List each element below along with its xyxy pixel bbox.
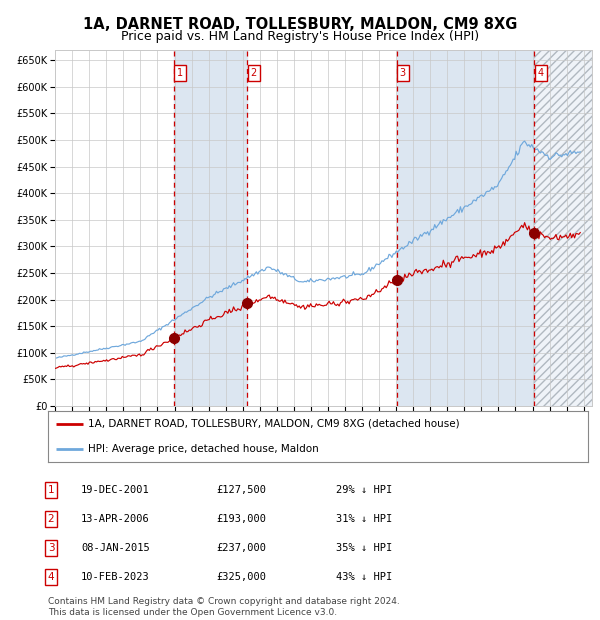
Text: 3: 3 [400, 68, 406, 78]
Bar [174, 50, 247, 406]
Text: 43% ↓ HPI: 43% ↓ HPI [336, 572, 392, 582]
Text: 10-FEB-2023: 10-FEB-2023 [81, 572, 150, 582]
Text: 1: 1 [47, 485, 55, 495]
Text: 29% ↓ HPI: 29% ↓ HPI [336, 485, 392, 495]
Text: Price paid vs. HM Land Registry's House Price Index (HPI): Price paid vs. HM Land Registry's House … [121, 30, 479, 43]
Bar [535, 50, 592, 406]
Text: HPI: Average price, detached house, Maldon: HPI: Average price, detached house, Mald… [89, 444, 319, 454]
Text: £127,500: £127,500 [216, 485, 266, 495]
Text: 3: 3 [47, 543, 55, 553]
Text: 13-APR-2006: 13-APR-2006 [81, 514, 150, 524]
Text: 19-DEC-2001: 19-DEC-2001 [81, 485, 150, 495]
Text: 4: 4 [538, 68, 544, 78]
Text: 4: 4 [47, 572, 55, 582]
Text: 31% ↓ HPI: 31% ↓ HPI [336, 514, 392, 524]
Text: £193,000: £193,000 [216, 514, 266, 524]
Bar [397, 50, 535, 406]
Text: 1A, DARNET ROAD, TOLLESBURY, MALDON, CM9 8XG (detached house): 1A, DARNET ROAD, TOLLESBURY, MALDON, CM9… [89, 418, 460, 429]
Bar [535, 50, 592, 406]
Text: 1A, DARNET ROAD, TOLLESBURY, MALDON, CM9 8XG: 1A, DARNET ROAD, TOLLESBURY, MALDON, CM9… [83, 17, 517, 32]
Text: 2: 2 [251, 68, 257, 78]
Text: 1: 1 [177, 68, 183, 78]
Text: 35% ↓ HPI: 35% ↓ HPI [336, 543, 392, 553]
Text: 2: 2 [47, 514, 55, 524]
Text: 08-JAN-2015: 08-JAN-2015 [81, 543, 150, 553]
Text: £237,000: £237,000 [216, 543, 266, 553]
Text: £325,000: £325,000 [216, 572, 266, 582]
Text: Contains HM Land Registry data © Crown copyright and database right 2024.
This d: Contains HM Land Registry data © Crown c… [48, 598, 400, 617]
